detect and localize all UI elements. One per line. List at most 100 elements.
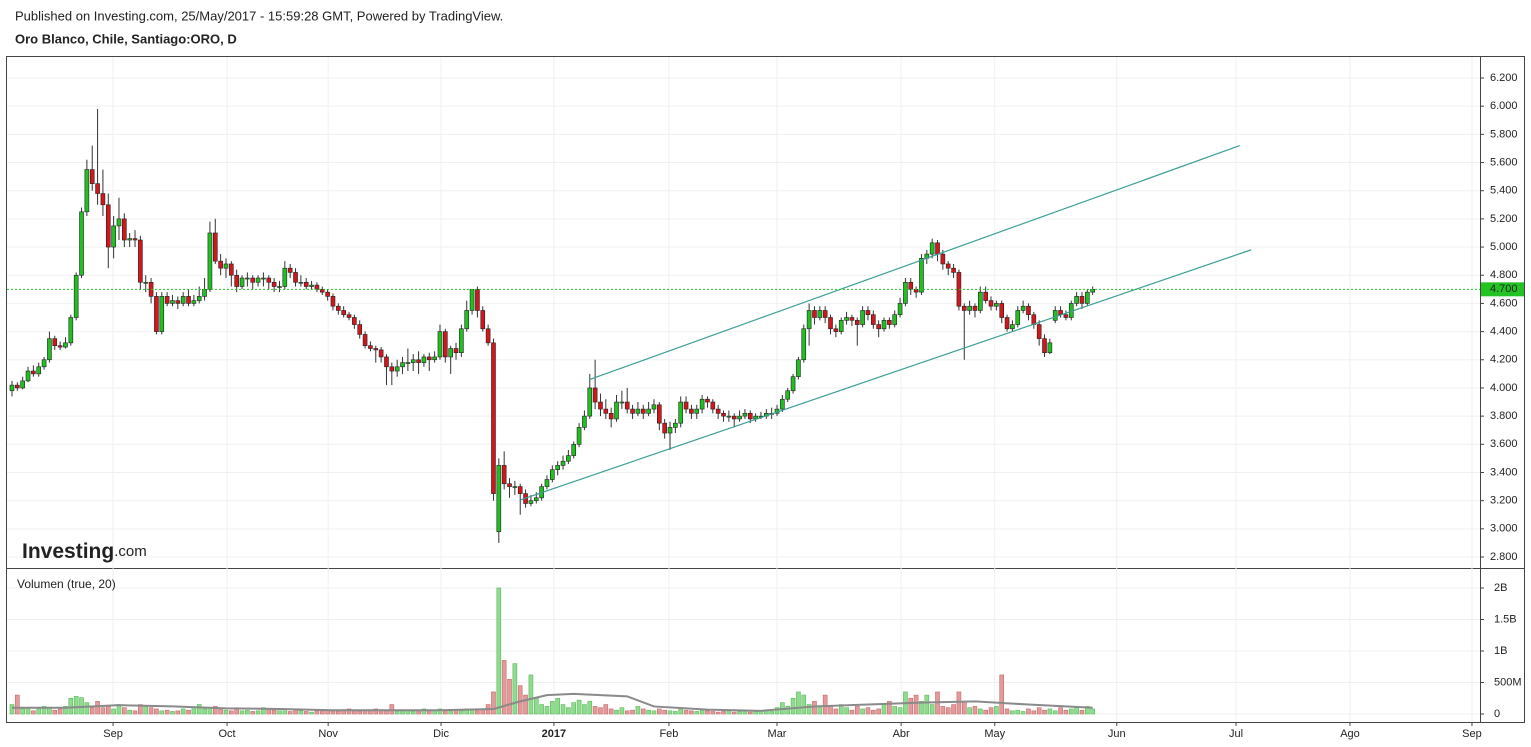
volume-bar xyxy=(330,710,336,715)
candle-body xyxy=(528,500,534,504)
candle-body xyxy=(496,465,502,532)
volume-bar xyxy=(73,696,79,715)
volume-bar xyxy=(614,709,619,715)
x-tick-label: Sep xyxy=(103,728,123,740)
volume-bar xyxy=(865,707,871,715)
volume-bar xyxy=(1010,710,1015,715)
volume-bar xyxy=(592,706,598,715)
volume-bar xyxy=(657,708,662,715)
candle-body xyxy=(683,401,689,410)
volume-bar xyxy=(774,707,780,715)
candle-body xyxy=(293,272,298,283)
candle-body xyxy=(694,408,700,414)
volume-bar xyxy=(978,708,983,715)
x-tick-label: Mar xyxy=(768,728,787,740)
candle-body xyxy=(1052,310,1058,321)
candle-body xyxy=(817,310,823,318)
volume-bar xyxy=(400,710,405,715)
candle-body xyxy=(282,267,288,287)
volume-bar xyxy=(287,711,293,715)
volume-bar xyxy=(298,710,304,715)
candle-body xyxy=(726,415,732,418)
watermark-brand: Investing xyxy=(22,540,114,563)
candle-body xyxy=(582,415,587,428)
candle-body xyxy=(1020,305,1026,311)
volume-bar xyxy=(539,704,544,715)
volume-bar xyxy=(100,707,106,715)
candle-body xyxy=(801,328,807,361)
candle-body xyxy=(389,366,395,372)
y-tick-label: 4.400 xyxy=(1490,325,1518,337)
candle-body xyxy=(287,267,293,273)
candle-body xyxy=(662,422,667,434)
volume-bar xyxy=(667,710,673,715)
candle-body xyxy=(646,408,651,414)
candle-body xyxy=(122,218,127,241)
volume-bar xyxy=(84,702,90,715)
volume-bar xyxy=(223,709,229,715)
y-tick-label: 3.600 xyxy=(1490,438,1518,450)
volume-bar xyxy=(250,711,256,715)
y-tick-label: 1.5B xyxy=(1494,613,1517,625)
volume-bar xyxy=(817,707,823,715)
candle-body xyxy=(20,380,25,389)
volume-bar xyxy=(662,709,667,715)
candle-body xyxy=(838,320,844,332)
trend-line xyxy=(520,249,1252,501)
volume-bar xyxy=(769,711,774,715)
volume-bar xyxy=(293,709,298,715)
candle-body xyxy=(491,342,496,494)
candle-body xyxy=(517,486,523,494)
candle-body xyxy=(785,390,791,400)
volume-bar xyxy=(913,694,919,715)
volume-bar xyxy=(410,711,416,715)
volume-bar xyxy=(186,709,191,715)
chart-subtitle: Published on Investing.com, 25/May/2017 … xyxy=(15,8,503,23)
volume-bar xyxy=(346,708,352,715)
candle-body xyxy=(940,253,946,265)
volume-bar xyxy=(1047,708,1053,715)
y-tick-label: 3.400 xyxy=(1490,466,1518,478)
volume-bar xyxy=(860,708,865,715)
candle-body xyxy=(111,225,116,248)
volume-bar xyxy=(437,708,443,715)
candle-body xyxy=(469,289,475,311)
volume-bar xyxy=(924,694,930,715)
x-tick-label: Jun xyxy=(1108,728,1126,740)
candle-body xyxy=(1031,314,1037,325)
candle-body xyxy=(929,242,935,255)
volume-bar xyxy=(448,711,453,715)
candle-body xyxy=(453,348,459,354)
y-tick-label: 4.000 xyxy=(1490,382,1518,394)
candle-body xyxy=(614,401,619,420)
volume-bar xyxy=(507,679,512,715)
volume-bar xyxy=(726,710,732,715)
volume-bar xyxy=(41,706,47,715)
volume-bar xyxy=(651,710,657,715)
candle-body xyxy=(699,398,705,410)
candle-body xyxy=(394,366,400,372)
candle-body xyxy=(919,258,924,293)
y-tick-label: 4.200 xyxy=(1490,354,1518,366)
candle-body xyxy=(951,267,956,273)
candle-body xyxy=(207,232,213,290)
volume-bar xyxy=(801,694,807,715)
volume-bar xyxy=(571,702,577,715)
volume-bar xyxy=(132,710,138,715)
volume-bar xyxy=(384,710,389,715)
y-tick-label: 4.800 xyxy=(1490,269,1518,281)
candle-body xyxy=(881,320,887,330)
y-tick-label: 5.000 xyxy=(1490,241,1518,253)
volume-bar xyxy=(469,709,475,715)
volume-bar xyxy=(229,710,234,715)
volume-bar xyxy=(951,704,956,715)
volume-bar xyxy=(459,710,464,715)
x-tick-label: Oct xyxy=(218,728,235,740)
volume-bar xyxy=(1036,707,1042,715)
volume-bar xyxy=(1068,708,1074,715)
volume-bar xyxy=(57,708,63,715)
volume-bar xyxy=(828,706,833,715)
candle-body xyxy=(1026,305,1031,315)
volume-bar xyxy=(544,706,550,715)
volume-bar xyxy=(175,710,181,715)
